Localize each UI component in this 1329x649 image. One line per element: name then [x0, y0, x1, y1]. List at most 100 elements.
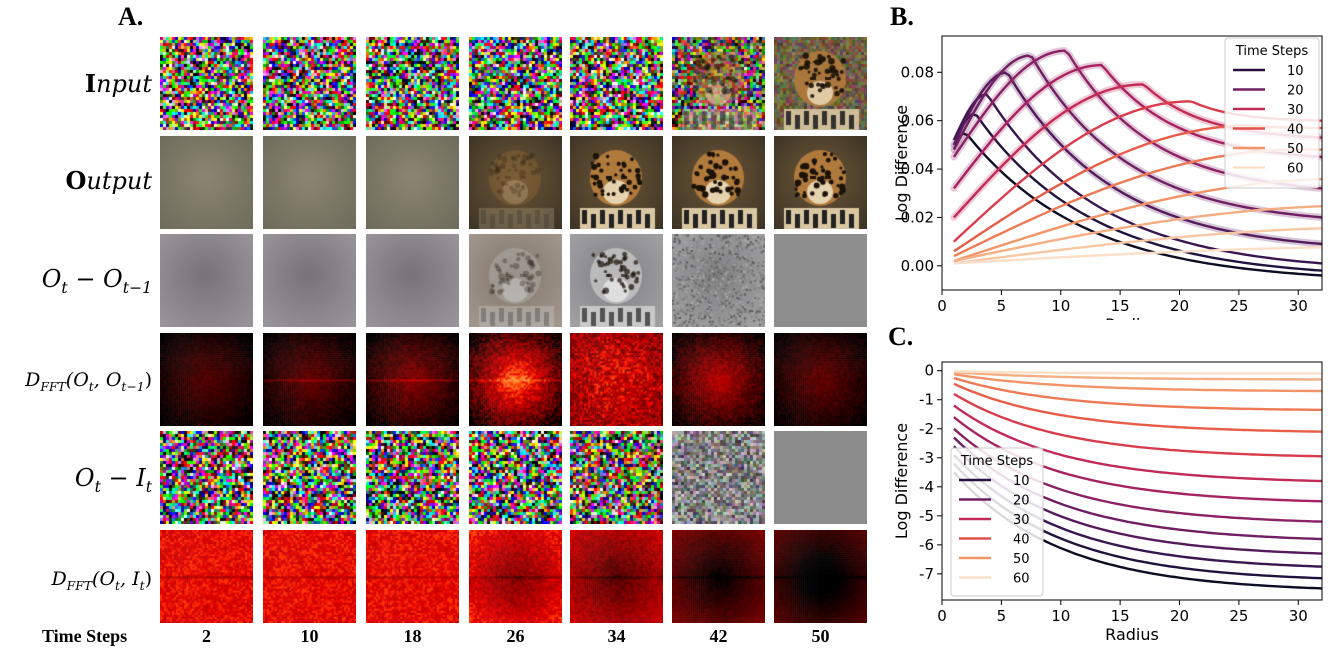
- x-tick-label-5: 5: [997, 607, 1007, 625]
- tile-fft-prev-18: [366, 333, 459, 426]
- legend-entry-10: 10: [1013, 474, 1030, 489]
- x-tick-label-10: 10: [1051, 297, 1070, 315]
- time-step-10: 10: [300, 626, 319, 646]
- series-line-14: [953, 246, 1322, 265]
- tile-diff-prev-18: [366, 234, 459, 327]
- tile-fft-prev-34: [570, 333, 663, 426]
- y-tick-label--7: -7: [919, 565, 934, 583]
- y-tick-label--1: -1: [919, 391, 934, 409]
- tile-fft-prev-50: [774, 333, 867, 426]
- tile-diff-input-18: [366, 431, 459, 524]
- legend-entry-20: 20: [1287, 84, 1304, 99]
- tile-output-26: [469, 136, 562, 229]
- row-label-fft-prev: DFFT(Ot, Ot−1): [25, 369, 152, 394]
- tile-input-34: [570, 37, 663, 130]
- plot-frame: [941, 35, 1323, 291]
- tile-diff-prev-2: [160, 234, 253, 327]
- tile-diff-input-2: [160, 431, 253, 524]
- tile-diff-input-50: [774, 431, 867, 524]
- series-line-0: [952, 132, 1322, 277]
- tile-fft-input-10: [263, 530, 356, 623]
- legend-entry-60: 60: [1287, 162, 1304, 177]
- y-tick-label--5: -5: [919, 507, 934, 525]
- tile-input-50: [774, 37, 867, 130]
- tile-output-18: [366, 136, 459, 229]
- y-tick-label-0: 0: [924, 362, 934, 380]
- series-line-10: [953, 376, 1322, 412]
- tile-diff-prev-42: [672, 234, 765, 327]
- tile-input-26: [469, 37, 562, 130]
- row-label-input: Input: [84, 69, 152, 99]
- x-tick-label-15: 15: [1111, 297, 1130, 315]
- legend-entry-40: 40: [1287, 123, 1304, 138]
- legend-entry-30: 30: [1287, 103, 1304, 118]
- legend-entry-50: 50: [1287, 142, 1304, 157]
- x-axis-label: Radius: [1105, 625, 1159, 644]
- legend-title: Time Steps: [1235, 44, 1309, 59]
- panel-a-letter: A.: [118, 2, 144, 31]
- series-line-11: [953, 373, 1322, 393]
- row-label-fft-input: DFFT(Ot, It): [51, 568, 152, 593]
- tile-diff-prev-26: [469, 234, 562, 327]
- x-tick-label-5: 5: [997, 297, 1007, 315]
- x-tick-label-15: 15: [1111, 607, 1130, 625]
- time-step-2: 2: [202, 626, 211, 646]
- x-tick-label-25: 25: [1229, 297, 1248, 315]
- tile-fft-input-18: [366, 530, 459, 623]
- tile-diff-input-34: [570, 431, 663, 524]
- series-line-7: [953, 404, 1322, 483]
- time-step-50: 50: [811, 626, 830, 646]
- tile-diff-input-42: [672, 431, 765, 524]
- legend-entry-60: 60: [1013, 572, 1030, 587]
- legend-entry-20: 20: [1013, 494, 1030, 509]
- tile-fft-prev-26: [469, 333, 562, 426]
- x-tick-label-10: 10: [1051, 607, 1070, 625]
- tile-diff-input-10: [263, 431, 356, 524]
- tile-diff-prev-10: [263, 234, 356, 327]
- tile-diff-prev-50: [774, 234, 867, 327]
- tile-output-42: [672, 136, 765, 229]
- y-tick-label-0.00: 0.00: [901, 257, 934, 275]
- tile-fft-input-26: [469, 530, 562, 623]
- tile-input-2: [160, 37, 253, 130]
- tile-fft-input-34: [570, 530, 663, 623]
- tile-input-42: [672, 37, 765, 130]
- tile-fft-input-50: [774, 530, 867, 623]
- legend-entry-40: 40: [1013, 533, 1030, 548]
- series-line-9: [953, 382, 1322, 433]
- y-axis-label: Log Difference: [892, 105, 911, 221]
- series-line-12: [953, 205, 1322, 263]
- plot-frame: [941, 361, 1323, 601]
- x-tick-label-30: 30: [1289, 297, 1308, 315]
- tile-fft-input-2: [160, 530, 253, 623]
- y-tick-label--4: -4: [919, 478, 934, 496]
- y-tick-label--6: -6: [919, 536, 934, 554]
- tile-output-10: [263, 136, 356, 229]
- y-tick-label-0.04: 0.04: [901, 160, 934, 178]
- row-label-diff-prev: Ot − Ot−1: [41, 265, 152, 297]
- series-line-13: [953, 370, 1322, 375]
- legend-title: Time Steps: [960, 454, 1034, 469]
- x-axis-label: Radius: [1105, 315, 1159, 320]
- legend-entry-30: 30: [1013, 513, 1030, 528]
- row-label-diff-input: Ot − It: [74, 464, 152, 496]
- time-step-42: 42: [709, 626, 728, 646]
- series-line-1: [952, 112, 1322, 272]
- time-step-34: 34: [607, 626, 626, 646]
- x-tick-label-0: 0: [937, 297, 947, 315]
- tile-output-50: [774, 136, 867, 229]
- y-tick-label--2: -2: [919, 420, 934, 438]
- x-tick-label-0: 0: [937, 607, 947, 625]
- time-steps-label: Time Steps: [42, 626, 128, 646]
- tile-input-10: [263, 37, 356, 130]
- chart-c: 0 5 10 15 20 25 30 0 -1 -2 -3 -4 -5 -6 -7 Radius Log Dif…: [892, 361, 1323, 644]
- x-tick-label-30: 30: [1289, 607, 1308, 625]
- panel-b-letter: B.: [890, 2, 914, 31]
- y-tick-label-0.06: 0.06: [901, 112, 934, 130]
- row-label-output: Output: [65, 166, 152, 196]
- x-tick-label-20: 20: [1170, 297, 1189, 315]
- x-tick-label-20: 20: [1170, 607, 1189, 625]
- panel-c-letter: C.: [888, 322, 914, 351]
- y-tick-label-0.08: 0.08: [901, 63, 934, 81]
- legend-entry-10: 10: [1287, 64, 1304, 79]
